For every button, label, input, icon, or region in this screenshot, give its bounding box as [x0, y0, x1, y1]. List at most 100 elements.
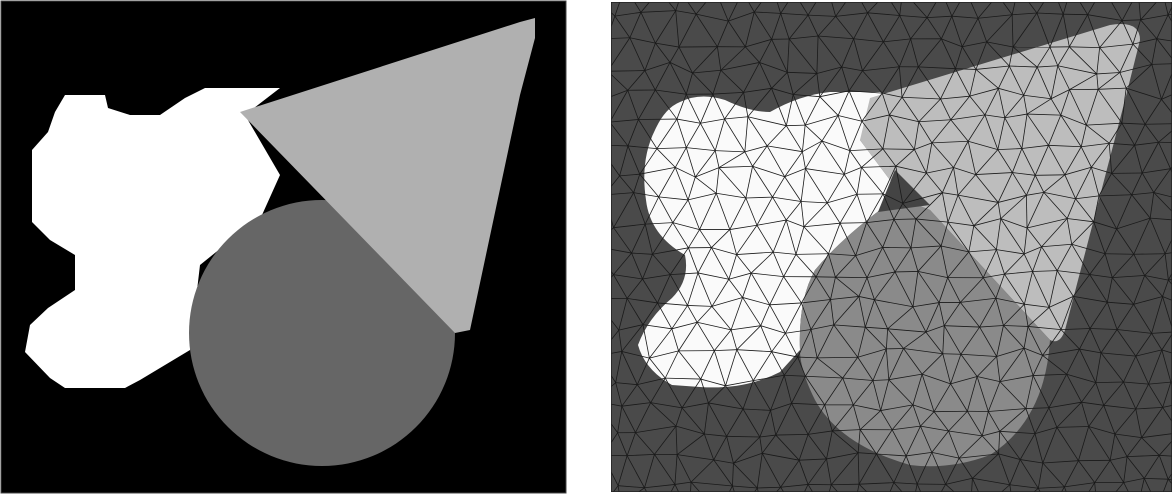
- mesh-edge: [714, 150, 720, 168]
- mesh-edge: [958, 457, 973, 479]
- mesh-edge: [1148, 381, 1171, 385]
- mesh-edge: [958, 435, 983, 459]
- mesh-edge: [1071, 243, 1106, 255]
- mesh-edge: [1057, 270, 1090, 275]
- mesh-edge: [940, 98, 952, 120]
- mesh-edge: [859, 410, 881, 430]
- mesh-edge: [686, 147, 716, 152]
- mesh-edge: [927, 15, 952, 19]
- mesh-edge: [697, 321, 732, 331]
- mesh-edge: [984, 114, 1005, 119]
- mesh-edge: [975, 174, 999, 203]
- mesh-edge: [997, 149, 1013, 173]
- mesh-edge: [783, 254, 797, 277]
- mesh-edge: [1048, 144, 1082, 148]
- mesh-edge: [999, 431, 1021, 460]
- mesh-edge: [948, 410, 968, 432]
- mesh-edge: [675, 426, 678, 455]
- mesh-edge: [996, 218, 1002, 250]
- mesh-edge: [926, 2, 937, 18]
- mesh-edge: [690, 481, 701, 492]
- mesh-edge: [855, 247, 883, 257]
- mesh-edge: [1121, 122, 1135, 146]
- mesh-edge: [1027, 326, 1043, 356]
- mesh-edge: [947, 221, 970, 253]
- mesh-edge: [858, 296, 875, 301]
- mesh-edge: [1140, 14, 1169, 21]
- mesh-edge: [1164, 238, 1172, 254]
- mesh-edge: [649, 350, 679, 359]
- mesh-edge: [803, 222, 841, 228]
- mesh-edge: [1144, 124, 1159, 143]
- mesh-edge: [787, 71, 817, 74]
- mesh-edge: [828, 484, 832, 492]
- mesh-edge: [1079, 2, 1088, 15]
- mesh-edge: [1100, 352, 1136, 357]
- mesh-edge: [1048, 270, 1058, 308]
- mesh-edge: [1114, 408, 1137, 435]
- mesh-edge: [727, 2, 739, 22]
- mesh-edge: [1158, 440, 1172, 456]
- mesh-edge: [644, 62, 671, 71]
- mesh-edge: [1068, 14, 1088, 47]
- mesh-edge: [618, 298, 628, 331]
- mesh-edge: [912, 306, 927, 333]
- mesh-edge: [619, 173, 640, 177]
- mesh-edge: [973, 202, 999, 226]
- mesh-edge: [862, 70, 883, 94]
- mesh-edge: [808, 14, 836, 17]
- mesh-edge: [619, 145, 629, 176]
- mesh-edge: [731, 325, 761, 331]
- mesh-edge: [711, 279, 730, 307]
- mesh-edge: [1162, 381, 1172, 408]
- mesh-edge: [759, 62, 772, 89]
- mesh-edge: [984, 88, 999, 116]
- mesh-edge: [742, 297, 762, 326]
- mesh-edge: [785, 329, 812, 334]
- mesh-edge: [921, 374, 935, 412]
- mesh-edge: [685, 72, 693, 95]
- mesh-edge: [973, 218, 1001, 227]
- mesh-edge: [1086, 124, 1110, 144]
- mesh-edge: [1140, 478, 1145, 492]
- mesh-edge: [1131, 194, 1151, 219]
- mesh-edge: [1043, 192, 1068, 219]
- mesh-edge: [1026, 191, 1044, 196]
- mesh-edge: [795, 226, 805, 255]
- mesh-edge: [931, 140, 969, 144]
- mesh-edge: [917, 245, 942, 272]
- mesh-edge: [1133, 254, 1146, 276]
- mesh-edge: [761, 434, 777, 454]
- mesh-edge: [1125, 87, 1146, 125]
- mesh-edge: [1098, 194, 1132, 197]
- mesh-edge: [771, 351, 798, 358]
- mesh-edge: [657, 302, 688, 306]
- mesh-edge: [1050, 89, 1070, 100]
- mesh-edge: [1004, 117, 1023, 149]
- mesh-edge: [791, 376, 806, 404]
- mesh-edge: [1132, 38, 1157, 45]
- mesh-edge: [805, 168, 845, 175]
- mesh-edge: [1056, 401, 1082, 428]
- mesh-edge: [976, 376, 989, 412]
- mesh-edge: [1123, 456, 1128, 483]
- mesh-edge: [819, 66, 843, 97]
- mesh-edge: [1133, 296, 1163, 305]
- mesh-edge: [644, 454, 655, 488]
- mesh-edge: [1149, 192, 1155, 219]
- mesh-edge: [724, 116, 748, 120]
- mesh-edge: [832, 429, 861, 432]
- mesh-edge: [1089, 253, 1106, 275]
- mesh-edge: [655, 89, 687, 95]
- mesh-edge: [1079, 328, 1091, 350]
- mesh-edge: [1123, 381, 1149, 385]
- mesh-edge: [861, 114, 890, 122]
- mesh-edge: [853, 38, 863, 71]
- mesh-edge: [975, 149, 999, 175]
- mesh-edge: [629, 12, 642, 38]
- mesh-edge: [857, 429, 861, 453]
- mesh-edge: [1075, 195, 1100, 200]
- mesh-edge: [1131, 192, 1154, 196]
- mesh-edge: [1134, 141, 1159, 146]
- mesh-edge: [611, 89, 628, 98]
